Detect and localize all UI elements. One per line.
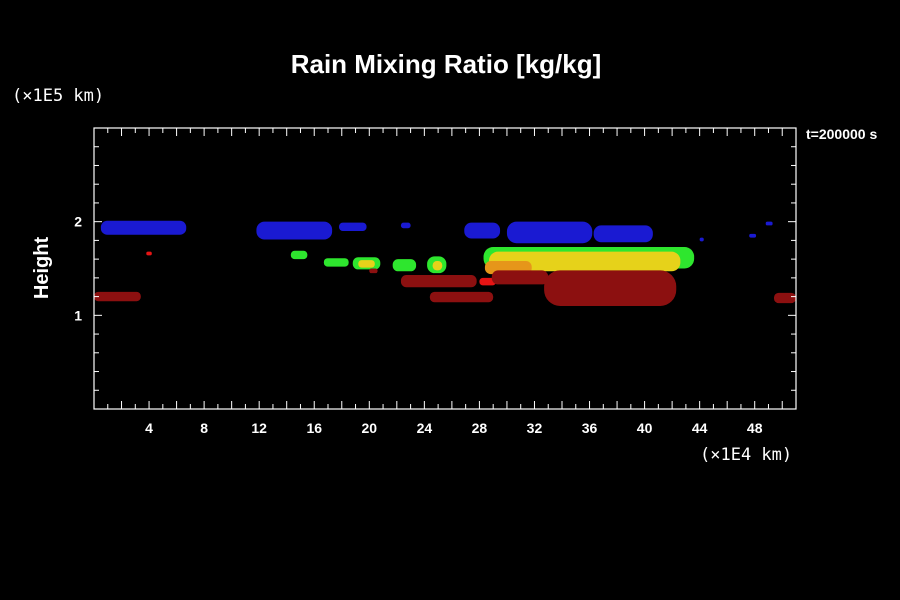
x-tick-label: 40	[637, 420, 653, 436]
heatmap-region-blue-9	[765, 221, 773, 226]
x-tick-label: 44	[692, 420, 708, 436]
x-tick-label: 20	[362, 420, 378, 436]
heatmap-region-green-10	[290, 250, 308, 260]
chart-title: Rain Mixing Ratio [kg/kg]	[291, 49, 602, 79]
heatmap-region-blue-0	[100, 220, 187, 235]
heatmap-region-dark_red-22	[94, 291, 141, 302]
heatmap-region-green-11	[323, 258, 349, 267]
heatmap-region-yellow-17	[358, 260, 375, 268]
x-tick-label: 36	[582, 420, 598, 436]
heatmap-region-blue-1	[256, 221, 333, 240]
heatmap-region-dark_red-24	[400, 275, 477, 288]
heatmap-regions	[94, 220, 796, 306]
heatmap-region-dark_red-25	[429, 291, 494, 303]
heatmap-region-yellow-18	[432, 261, 443, 271]
heatmap-region-dark_red-28	[773, 292, 796, 304]
heatmap-region-yellow-16	[489, 251, 681, 272]
x-tick-label: 28	[472, 420, 488, 436]
heatmap-region-blue-3	[400, 222, 411, 229]
heatmap-region-blue-7	[699, 237, 704, 242]
heatmap-region-green-13	[392, 259, 417, 272]
heatmap-region-dark_red-27	[544, 270, 677, 306]
heatmap-region-blue-4	[464, 222, 501, 239]
y-unit-label: (×1E5 km)	[12, 86, 104, 106]
x-tick-label: 4	[145, 420, 153, 436]
x-tick-label: 48	[747, 420, 763, 436]
x-tick-label: 8	[200, 420, 208, 436]
heatmap-region-red-20	[146, 251, 152, 256]
x-unit-label: (×1E4 km)	[700, 445, 792, 465]
heatmap-region-blue-2	[339, 222, 367, 232]
plot-frame	[93, 127, 797, 410]
heatmap-region-red-21	[479, 277, 496, 286]
time-label: t=200000 s	[806, 126, 877, 142]
y-axis-label: Height	[31, 237, 53, 300]
x-tick-label: 32	[527, 420, 543, 436]
x-tick-label: 24	[417, 420, 433, 436]
x-tick-label: 12	[251, 420, 267, 436]
heatmap-region-dark_red-26	[491, 270, 549, 285]
axis-ticks	[94, 128, 796, 409]
x-tick-label: 16	[306, 420, 322, 436]
y-tick-label: 2	[74, 214, 82, 230]
heatmap-region-dark_red-23	[369, 268, 378, 274]
heatmap-region-blue-6	[593, 225, 653, 243]
heatmap-region-blue-5	[506, 221, 593, 244]
y-tick-label: 1	[74, 307, 82, 323]
heatmap-region-blue-8	[749, 233, 757, 238]
